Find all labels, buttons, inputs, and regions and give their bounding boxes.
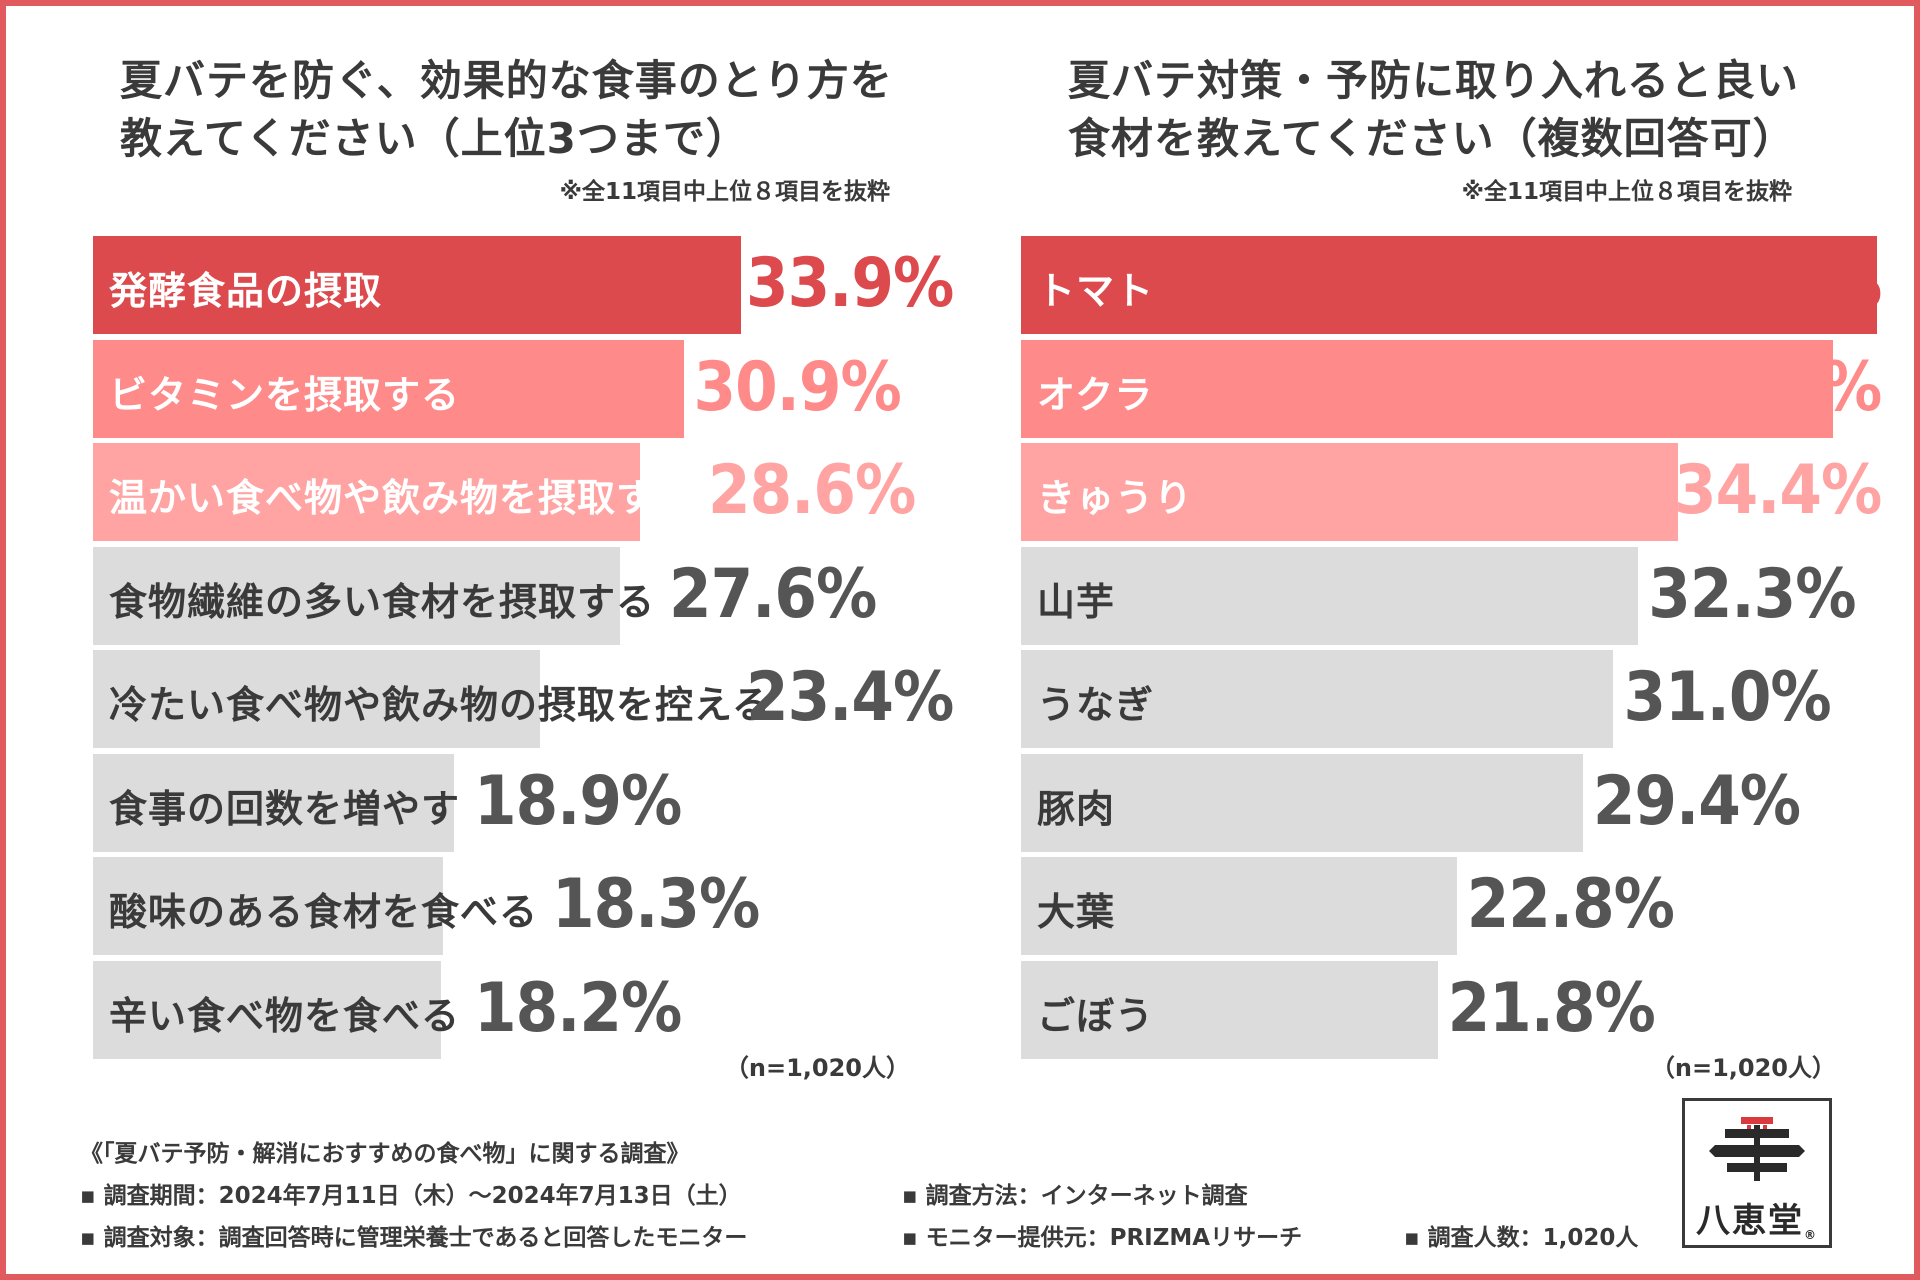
left-title-line-1: 夏バテを防ぐ、効果的な食事のとり方を (120, 56, 893, 105)
right-bar-1 (1021, 236, 1878, 334)
right-bar-label-6: 豚肉 (1037, 786, 1116, 831)
left-bar-6 (93, 753, 455, 852)
left-bar-chart: 発酵食品の摂取 33.9% ビタミンを摂取する 30.9% 温かい食べ物や飲み物を摂取す… (93, 236, 954, 1059)
left-bar-2 (93, 339, 684, 438)
survey-title: 《「夏バテ予防・解消におすすめの食べ物」に関する調査》 (80, 1141, 690, 1167)
right-bar-value-3: 34.4% (1674, 451, 1882, 530)
left-bar-label-6: 食事の回数を増やす (109, 786, 461, 831)
logo-registered-mark: ® (1804, 1228, 1818, 1242)
left-bar-label-5: 冷たい食べ物や飲み物の摂取を控える (109, 683, 771, 727)
left-bar-label-8: 辛い食べ物を食べる (109, 993, 461, 1038)
right-bar-value-7: 22.8% (1466, 865, 1675, 944)
left-bar-value-4: 27.6% (669, 554, 877, 634)
left-bar-label-3: 温かい食べ物や飲み物を摂取する (109, 476, 695, 520)
left-sample-size: （n=1,020人） (724, 1054, 910, 1082)
right-bar-label-7: 大葉 (1037, 890, 1116, 934)
left-bar-1 (93, 236, 741, 334)
right-bar-value-2: 42.5% (1674, 347, 1882, 427)
monitor-provider: ▪ モニター提供元：PRIZMAリサーチ (902, 1225, 1303, 1251)
right-bar-label-1: トマト (1037, 269, 1155, 313)
right-chart-note: ※全11項目中上位８項目を抜粋 (1461, 179, 1792, 205)
left-bar-label-7: 酸味のある食材を食べる (109, 890, 539, 934)
right-bar-value-1: 44.8% (1674, 244, 1882, 323)
left-bar-label-4: 食物繊維の多い食材を摂取する (109, 579, 656, 624)
left-chart-title: 夏バテを防ぐ、効果的な食事のとり方を 教えてください（上位3つまで） (120, 52, 893, 168)
right-bar-label-8: ごぼう (1037, 993, 1155, 1038)
left-bar-value-6: 18.9% (474, 761, 682, 841)
right-sample-size: （n=1,020人） (1650, 1054, 1836, 1082)
right-bar-chart: トマト 44.8% オクラ 42.5% きゅうり 34.4% 山芋 32.3% うなぎ 31.0%… (1021, 236, 1882, 1059)
left-bar-8 (93, 960, 441, 1059)
company-logo: 八恵堂® (1682, 1098, 1832, 1248)
right-bar-6 (1021, 753, 1583, 852)
right-bar-8 (1021, 960, 1438, 1059)
left-title-line-2: 教えてください（上位3つまで） (120, 114, 749, 163)
survey-target: ▪ 調査対象：調査回答時に管理栄養士であると回答したモニター (80, 1225, 748, 1251)
left-bar-value-2: 30.9% (693, 347, 902, 427)
right-bar-label-2: オクラ (1037, 372, 1154, 417)
left-bar-5 (93, 650, 541, 748)
right-chart-title: 夏バテ対策・予防に取り入れると良い 食材を教えてください（複数回答可） (1068, 52, 1799, 168)
right-bar-label-4: 山芋 (1037, 579, 1116, 624)
left-bar-value-3: 28.6% (708, 451, 916, 530)
left-bar-value-5: 23.4% (746, 658, 954, 737)
right-title-line-2: 食材を教えてください（複数回答可） (1068, 114, 1796, 163)
right-bar-3 (1021, 443, 1679, 541)
left-bar-label-1: 発酵食品の摂取 (109, 269, 383, 313)
left-bar-7 (93, 857, 443, 955)
left-bar-value-8: 18.2% (474, 968, 682, 1048)
left-bar-label-2: ビタミンを摂取する (109, 372, 461, 417)
right-bar-value-5: 31.0% (1623, 658, 1831, 737)
right-bar-value-6: 29.4% (1592, 761, 1801, 841)
right-bar-label-5: うなぎ (1037, 683, 1155, 727)
logo-mark-icon (1709, 1117, 1805, 1181)
logo-text: 八恵堂® (1685, 1193, 1829, 1242)
left-bar-value-1: 33.9% (746, 244, 954, 323)
right-bar-2 (1021, 339, 1834, 438)
right-bar-7 (1021, 857, 1457, 955)
left-chart-note: ※全11項目中上位８項目を抜粋 (559, 179, 890, 205)
left-bar-3 (93, 443, 640, 541)
right-bar-label-3: きゅうり (1037, 476, 1194, 520)
right-bar-value-4: 32.3% (1648, 554, 1856, 634)
right-title-line-1: 夏バテ対策・予防に取り入れると良い (1068, 56, 1800, 105)
left-bar-value-7: 18.3% (552, 865, 760, 944)
survey-count: ▪ 調査人数：1,020人 (1404, 1225, 1639, 1251)
logo-name: 八恵堂 (1696, 1201, 1804, 1241)
right-bar-4 (1021, 546, 1639, 645)
survey-method: ▪ 調査方法：インターネット調査 (902, 1183, 1248, 1209)
right-bar-value-8: 21.8% (1447, 968, 1656, 1048)
right-bar-5 (1021, 650, 1614, 748)
left-bar-4 (93, 546, 621, 645)
survey-period: ▪ 調査期間：2024年7月11日（木）～2024年7月13日（土） (80, 1183, 742, 1209)
